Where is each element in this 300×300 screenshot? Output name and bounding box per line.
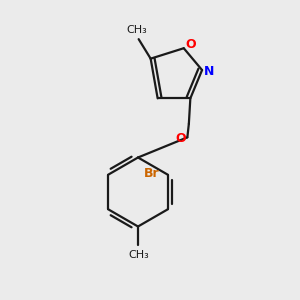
Text: N: N xyxy=(203,65,214,78)
Text: CH₃: CH₃ xyxy=(127,25,148,35)
Text: Br: Br xyxy=(144,167,159,180)
Text: O: O xyxy=(176,132,186,145)
Text: O: O xyxy=(185,38,196,51)
Text: CH₃: CH₃ xyxy=(128,250,149,260)
